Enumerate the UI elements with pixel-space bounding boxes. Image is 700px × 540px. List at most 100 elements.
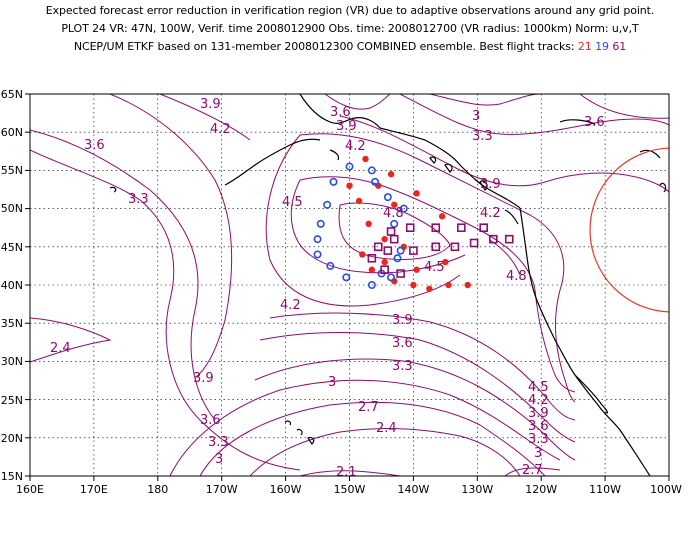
contour-label: 4.2 (480, 206, 501, 221)
obs-point-purple (380, 265, 389, 275)
contour-label: 3.6 (392, 336, 413, 351)
obs-point-purple (367, 253, 377, 263)
obs-point-purple (383, 246, 393, 255)
obs-point-purple (373, 242, 383, 252)
obs-point-purple (409, 246, 418, 255)
obs-point-red (445, 281, 452, 289)
obs-point-purple (431, 223, 441, 232)
obs-point-blue (383, 193, 392, 202)
contour-label: 3.6 (584, 115, 605, 130)
contour-label: 3.6 (84, 138, 105, 153)
x-tick-label: 160E (16, 483, 44, 496)
obs-point-red (368, 266, 376, 273)
contour-label: 3.3 (472, 129, 493, 144)
contour-label: 4.5 (282, 195, 303, 210)
obs-point-red (410, 281, 417, 289)
obs-point-red (438, 213, 446, 220)
contour-label: 3.9 (336, 119, 357, 134)
obs-point-red (464, 281, 471, 289)
y-tick-label: 25N (1, 394, 23, 407)
header-line-1: Expected forecast error reduction in ver… (45, 4, 655, 17)
obs-point-red (381, 235, 388, 243)
contour-label: 2.7 (358, 400, 379, 415)
obs-point-blue (316, 219, 325, 228)
contour-label: 2.4 (376, 421, 397, 436)
obs-point-blue (393, 254, 402, 263)
obs-point-blue (387, 273, 396, 282)
x-tick-label: 150W (334, 483, 366, 496)
contour-label: 3.9 (480, 177, 501, 192)
y-tick-label: 40N (1, 279, 23, 292)
contour-label: 3.9 (193, 371, 214, 386)
obs-point-purple (431, 242, 441, 252)
y-tick-label: 30N (1, 355, 23, 368)
track-purple-label: 61 (612, 40, 627, 53)
contour-label: 4.5 (528, 380, 549, 395)
obs-point-red (362, 155, 369, 163)
x-tick-label: 170W (206, 483, 238, 496)
obs-point-blue (396, 246, 405, 255)
x-tick-label: 180 (147, 483, 168, 496)
obs-point-red (413, 266, 420, 273)
x-axis-labels: 160E 170E 180 170W 160W 150W 140W 130W 1… (16, 483, 682, 496)
contour-labels: 3.9 4.2 3.6 3.6 3.9 3 3.3 3.6 4.2 3.3 3.… (50, 97, 605, 480)
y-tick-label: 15N (1, 470, 23, 483)
obs-point-blue (367, 280, 376, 289)
obs-point-purple (450, 242, 460, 252)
contour-label: 4.8 (506, 269, 527, 284)
map-gridlines (30, 94, 669, 476)
x-tick-label: 120W (525, 483, 557, 496)
flight-track-red (346, 155, 471, 293)
contour-label: 3.6 (200, 413, 221, 428)
obs-point-purple (488, 234, 498, 244)
tick-marks (25, 93, 670, 481)
header-line-3: NCEP/UM ETKF based on 131-member 2008012… (0, 40, 700, 53)
x-tick-label: 160W (270, 483, 302, 496)
contour-label: 3.3 (128, 192, 149, 207)
verification-region-circle (589, 147, 669, 313)
header-line-2: PLOT 24 VR: 47N, 100W, Verif. time 20080… (61, 22, 639, 35)
y-tick-label: 65N (1, 88, 23, 101)
contour-label: 3.9 (528, 406, 549, 421)
contour-label: 4.2 (210, 122, 231, 137)
contour-label: 3.3 (208, 435, 229, 450)
y-tick-label: 45N (1, 241, 23, 254)
obs-point-red (359, 251, 366, 258)
y-tick-label: 55N (1, 164, 23, 177)
obs-point-purple (396, 269, 405, 278)
obs-point-blue (313, 235, 322, 244)
contour-label: 3.9 (200, 97, 221, 112)
obs-point-red (387, 171, 395, 178)
contour-label: 3 (534, 446, 542, 461)
obs-point-blue (371, 177, 380, 186)
contour-label: 3.6 (528, 419, 549, 434)
obs-point-blue (399, 204, 408, 213)
y-tick-label: 60N (1, 126, 23, 139)
flight-track-purple (367, 223, 514, 278)
coastlines (109, 94, 667, 476)
y-tick-label: 35N (1, 317, 23, 330)
obs-point-purple (504, 234, 514, 244)
plot-header: Expected forecast error reduction in ver… (0, 0, 700, 80)
contour-label: 4.2 (280, 298, 301, 313)
contour-label: 2.7 (522, 463, 543, 478)
contour-label: 3.3 (392, 359, 413, 374)
contour-label: 3.6 (330, 105, 351, 120)
contour-label: 3.9 (392, 313, 413, 328)
y-tick-label: 50N (1, 202, 23, 215)
obs-point-purple (457, 223, 466, 232)
contour-label: 3 (472, 109, 480, 124)
obs-point-purple (405, 223, 415, 232)
obs-point-red (381, 258, 388, 266)
contour-label: 3 (328, 375, 336, 390)
x-tick-label: 130W (461, 483, 493, 496)
x-tick-label: 110W (589, 483, 621, 496)
track-blue-label: 19 (595, 40, 609, 53)
track-red-label: 21 (577, 40, 592, 53)
header-line-3-text: NCEP/UM ETKF based on 131-member 2008012… (73, 40, 575, 53)
obs-point-purple (386, 227, 396, 236)
obs-point-blue (367, 166, 376, 175)
obs-point-blue (329, 177, 338, 186)
obs-point-red (442, 258, 449, 266)
